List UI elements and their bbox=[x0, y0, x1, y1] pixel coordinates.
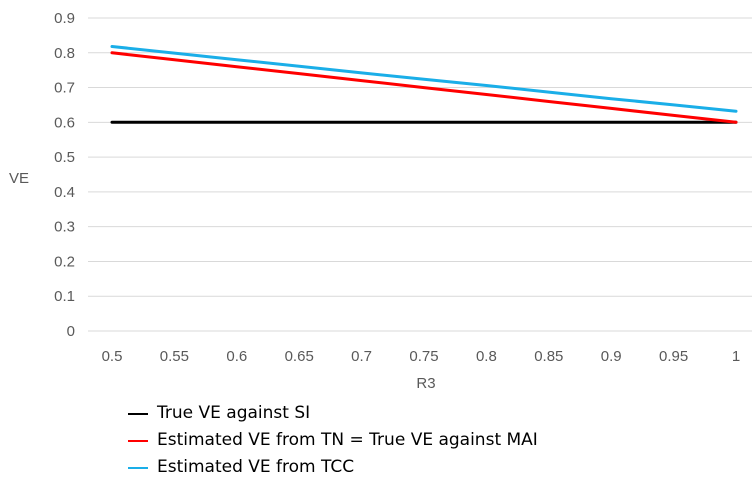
x-tick-label: 1 bbox=[732, 348, 740, 365]
x-tick-label: 0.75 bbox=[409, 348, 438, 365]
x-tick-label: 0.9 bbox=[601, 348, 622, 365]
y-tick-label: 0.7 bbox=[54, 80, 75, 97]
series-line-2 bbox=[110, 45, 738, 113]
y-tick-label: 0.2 bbox=[54, 253, 75, 270]
legend-swatch bbox=[128, 466, 148, 469]
gridlines bbox=[88, 17, 752, 332]
legend-swatch bbox=[128, 439, 148, 442]
x-axis-ticks: 0.5 0.55 0.6 0.65 0.7 0.75 0.8 0.85 0.9 0.95 1 bbox=[102, 348, 741, 365]
x-tick-label: 0.95 bbox=[659, 348, 688, 365]
y-axis-ticks: 0 0.1 0.2 0.3 0.4 0.5 0.6 0.7 0.8 0.9 bbox=[54, 10, 75, 340]
x-tick-label: 0.8 bbox=[476, 348, 497, 365]
legend-item-estimated-ve-tn: Estimated VE from TN = True VE against M… bbox=[128, 427, 538, 454]
y-axis-label: VE bbox=[9, 170, 29, 187]
series-line-1 bbox=[110, 51, 738, 124]
legend-item-true-ve-si: True VE against SI bbox=[128, 400, 538, 427]
y-tick-label: 0.4 bbox=[54, 184, 75, 201]
y-tick-label: 0.6 bbox=[54, 114, 75, 131]
series-lines bbox=[110, 45, 738, 124]
line-chart: 00.10.20.30.40.50.60.70.80.9 0.5 0.55 0.6 0… bbox=[9, 10, 752, 392]
x-tick-label: 0.5 bbox=[102, 348, 123, 365]
y-tick-label: 0.8 bbox=[54, 45, 75, 62]
legend-label: Estimated VE from TCC bbox=[157, 457, 355, 477]
x-tick-label: 0.55 bbox=[160, 348, 189, 365]
y-tick-label: 0.9 bbox=[54, 10, 75, 27]
x-tick-label: 0.6 bbox=[226, 348, 247, 365]
legend-item-estimated-ve-tcc: Estimated VE from TCC bbox=[128, 454, 538, 481]
x-axis-label: R3 bbox=[416, 375, 435, 392]
y-tick-label: 0.3 bbox=[54, 219, 75, 236]
legend: True VE against SI Estimated VE from TN … bbox=[128, 400, 538, 481]
y-tick-label: 0 bbox=[67, 323, 75, 340]
x-tick-label: 0.65 bbox=[285, 348, 314, 365]
x-tick-label: 0.7 bbox=[351, 348, 372, 365]
legend-swatch bbox=[128, 412, 148, 415]
legend-label: Estimated VE from TN = True VE against M… bbox=[157, 430, 538, 450]
legend-label: True VE against SI bbox=[157, 403, 311, 423]
y-tick-label: 0.1 bbox=[54, 288, 75, 305]
y-tick-label: 0.5 bbox=[54, 149, 75, 166]
x-tick-label: 0.85 bbox=[534, 348, 563, 365]
